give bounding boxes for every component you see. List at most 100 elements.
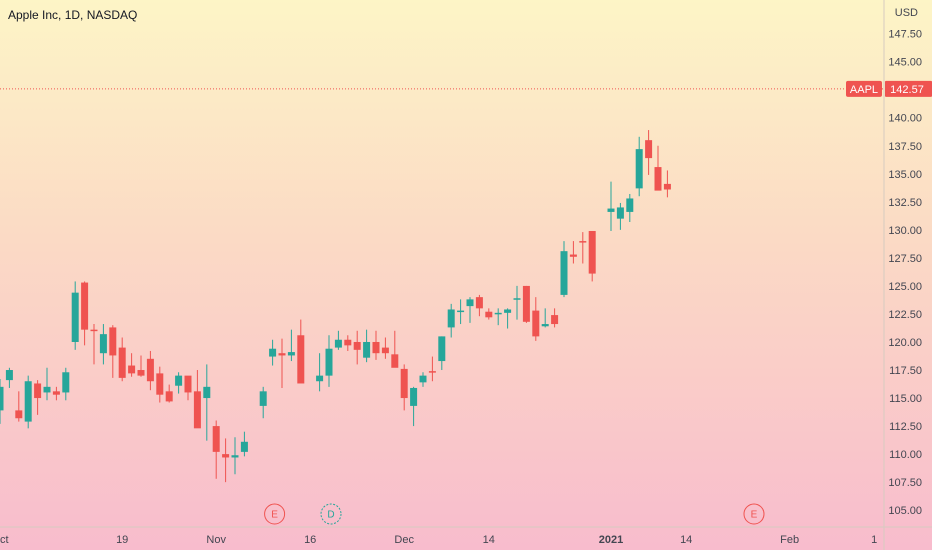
candle-body[interactable] bbox=[43, 386, 51, 393]
x-tick-label: Oct bbox=[0, 534, 9, 546]
candle-body[interactable] bbox=[541, 324, 549, 327]
candle-body[interactable] bbox=[71, 292, 79, 342]
candle-body[interactable] bbox=[278, 353, 286, 356]
candle-body[interactable] bbox=[316, 375, 324, 382]
dividend-event-marker[interactable] bbox=[320, 503, 342, 525]
candle-body[interactable] bbox=[62, 372, 70, 393]
candle-body[interactable] bbox=[419, 375, 427, 383]
x-tick-label: 1 bbox=[871, 534, 877, 546]
symbol-badge-label: AAPL bbox=[850, 84, 878, 96]
candle-body[interactable] bbox=[485, 311, 493, 318]
last-price-value: 142.57 bbox=[890, 84, 924, 96]
y-tick-label: 145.00 bbox=[888, 57, 922, 69]
candle-body[interactable] bbox=[494, 312, 502, 315]
candle-body[interactable] bbox=[522, 285, 530, 322]
y-tick-label: 107.50 bbox=[888, 477, 922, 489]
candle-body[interactable] bbox=[325, 348, 333, 376]
earnings-event-label: E bbox=[271, 510, 278, 521]
candle-body[interactable] bbox=[137, 370, 145, 376]
earnings-event-marker[interactable] bbox=[743, 503, 765, 525]
y-tick-label: 140.00 bbox=[888, 113, 922, 125]
candle-body[interactable] bbox=[410, 387, 418, 406]
candle-body[interactable] bbox=[588, 230, 596, 274]
candle-body[interactable] bbox=[513, 298, 521, 300]
candle-body[interactable] bbox=[654, 167, 662, 191]
candle-body[interactable] bbox=[635, 149, 643, 189]
candle-body[interactable] bbox=[231, 455, 239, 458]
candle-body[interactable] bbox=[118, 347, 126, 378]
candle-body[interactable] bbox=[0, 386, 4, 411]
y-tick-label: 147.50 bbox=[888, 29, 922, 41]
candle-body[interactable] bbox=[645, 140, 653, 159]
candle-body[interactable] bbox=[363, 341, 371, 358]
candle-body[interactable] bbox=[90, 329, 98, 332]
candle-body[interactable] bbox=[381, 347, 389, 354]
candle-body[interactable] bbox=[81, 282, 89, 330]
candle-body[interactable] bbox=[212, 426, 220, 452]
candle-body[interactable] bbox=[607, 208, 615, 212]
candle-body[interactable] bbox=[146, 358, 154, 382]
y-tick-label: 120.00 bbox=[888, 337, 922, 349]
candle-body[interactable] bbox=[626, 198, 634, 212]
candle-body[interactable] bbox=[438, 336, 446, 362]
x-tick-label: Feb bbox=[780, 534, 799, 546]
y-tick-label: 125.00 bbox=[888, 281, 922, 293]
candle-body[interactable] bbox=[184, 375, 192, 393]
x-tick-label: 14 bbox=[680, 534, 692, 546]
candle-body[interactable] bbox=[334, 339, 342, 348]
y-tick-label: 135.00 bbox=[888, 169, 922, 181]
candle-body[interactable] bbox=[297, 335, 305, 384]
candle-body[interactable] bbox=[447, 309, 455, 328]
candle-body[interactable] bbox=[222, 454, 230, 458]
candle-body[interactable] bbox=[15, 410, 23, 419]
y-tick-label: 132.50 bbox=[888, 197, 922, 209]
candle-body[interactable] bbox=[193, 391, 201, 429]
candle-body[interactable] bbox=[128, 365, 136, 374]
x-tick-label: 19 bbox=[116, 534, 128, 546]
candle-body[interactable] bbox=[5, 370, 13, 381]
candle-body[interactable] bbox=[466, 299, 474, 307]
candle-body[interactable] bbox=[259, 391, 267, 406]
candle-body[interactable] bbox=[269, 348, 277, 357]
x-tick-label: 2021 bbox=[599, 534, 623, 546]
candle-body[interactable] bbox=[504, 309, 512, 313]
x-tick-label: 16 bbox=[304, 534, 316, 546]
y-tick-label: 127.50 bbox=[888, 253, 922, 265]
candle-body[interactable] bbox=[457, 310, 465, 313]
candle-body[interactable] bbox=[344, 339, 352, 346]
candle-body[interactable] bbox=[34, 383, 42, 399]
candle-body[interactable] bbox=[109, 327, 117, 356]
candle-body[interactable] bbox=[287, 352, 295, 356]
y-tick-label: 110.00 bbox=[889, 449, 922, 461]
y-tick-label: 137.50 bbox=[888, 141, 922, 153]
candle-body[interactable] bbox=[663, 183, 671, 190]
candle-body[interactable] bbox=[175, 375, 183, 386]
candle-body[interactable] bbox=[24, 381, 32, 422]
candle-body[interactable] bbox=[240, 441, 248, 452]
candle-body[interactable] bbox=[560, 251, 568, 295]
candle-body[interactable] bbox=[428, 371, 436, 373]
candle-body[interactable] bbox=[203, 386, 211, 399]
candle-body[interactable] bbox=[391, 354, 399, 368]
candle-body[interactable] bbox=[551, 315, 559, 325]
candle-body[interactable] bbox=[569, 254, 577, 257]
candle-body[interactable] bbox=[532, 310, 540, 337]
candle-body[interactable] bbox=[156, 373, 164, 395]
candle-body[interactable] bbox=[372, 341, 380, 354]
candle-body[interactable] bbox=[400, 368, 408, 399]
candle-body[interactable] bbox=[99, 334, 107, 354]
x-tick-label: Nov bbox=[206, 534, 226, 546]
y-tick-label: 112.50 bbox=[889, 421, 922, 433]
candle-body[interactable] bbox=[165, 391, 173, 402]
candle-body[interactable] bbox=[616, 207, 624, 219]
candle-body[interactable] bbox=[475, 297, 483, 309]
symbol-badge-bg bbox=[846, 80, 882, 97]
x-tick-label: Dec bbox=[394, 534, 414, 546]
earnings-event-marker[interactable] bbox=[264, 503, 286, 525]
y-tick-label: 115.00 bbox=[889, 393, 922, 405]
candle-body[interactable] bbox=[353, 341, 361, 350]
y-tick-label: 130.00 bbox=[888, 225, 922, 237]
candle-body[interactable] bbox=[579, 241, 587, 243]
candle-body[interactable] bbox=[52, 391, 60, 395]
